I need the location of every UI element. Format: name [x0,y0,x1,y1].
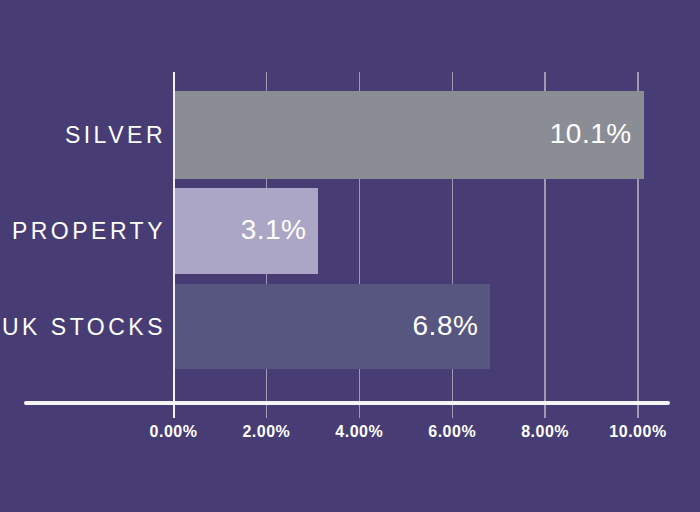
bar-silver: 10.1% [175,91,644,179]
category-label-property: PROPERTY [12,218,166,245]
x-tick-label: 6.00% [428,423,476,441]
bar-chart: 10.1% 3.1% 6.8% 0.00% 2.00% 4.00% 6.00% 8.00% 1… [0,0,700,512]
bar-property: 3.1% [175,188,319,274]
category-label-uk-stocks: UK STOCKS [2,313,166,340]
category-label-silver: SILVER [65,122,166,149]
x-tick-label: 10.00% [609,423,666,441]
value-label: 3.1% [241,214,307,246]
x-tick-label: 4.00% [335,423,383,441]
bar-uk-stocks: 6.8% [175,284,491,369]
x-tick-label: 0.00% [150,423,198,441]
x-tick-label: 2.00% [242,423,290,441]
x-tick-label: 8.00% [521,423,569,441]
x-axis-line [24,401,670,405]
value-label: 6.8% [413,310,479,342]
value-label: 10.1% [550,118,632,150]
